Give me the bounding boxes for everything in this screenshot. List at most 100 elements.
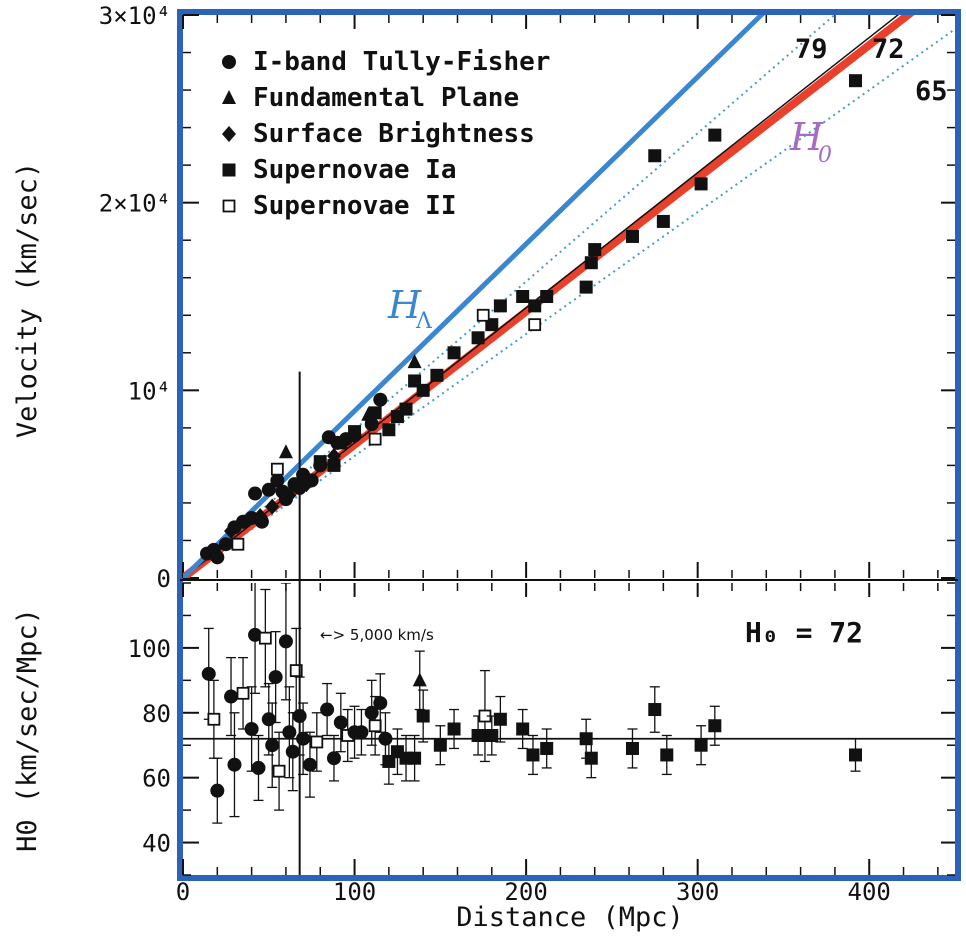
data-point: [584, 256, 598, 270]
h0-data-point: [694, 738, 708, 752]
data-point: [270, 473, 285, 488]
h0-data-point: [236, 686, 250, 700]
data-point: [270, 462, 284, 476]
y-tick-label: 10⁴: [128, 377, 171, 405]
line-label-72: 72: [872, 34, 905, 65]
h0-data-point: [320, 702, 335, 717]
h0-data-point: [289, 664, 303, 677]
h0-data-point: [326, 751, 341, 766]
legend-marker: [222, 199, 236, 213]
h0-line-subscript: 0: [818, 143, 832, 168]
data-point: [368, 406, 382, 420]
data-point: [334, 436, 348, 450]
data-point: [528, 318, 542, 332]
data-point: [430, 368, 444, 382]
h0-value-note: H₀ = 72: [745, 616, 863, 649]
data-point: [708, 128, 722, 142]
x-tick-label: 0: [176, 878, 190, 906]
y-tick-label: 3×10⁴: [99, 2, 171, 30]
y-axis-title-h0: H0 (km/sec/Mpc): [12, 608, 43, 852]
data-point: [579, 280, 593, 294]
x-tick-label: 400: [848, 878, 891, 906]
y-axis-title-velocity: Velocity (km/sec): [12, 162, 43, 438]
hubble-line-h-lambda: [183, 15, 765, 578]
data-point: [373, 392, 388, 407]
h0-data-point: [278, 634, 293, 649]
x-tick-label: 200: [504, 878, 547, 906]
data-point: [625, 229, 639, 243]
x-tick-label: 300: [676, 878, 719, 906]
h0-data-point: [412, 672, 427, 687]
h0-data-point: [368, 719, 382, 733]
h0-data-point: [540, 741, 554, 755]
data-point: [368, 432, 382, 446]
data-point: [407, 354, 422, 369]
h0-y-tick-label: 60: [142, 765, 171, 793]
data-point: [648, 149, 662, 163]
legend-label: I-band Tully-Fisher: [253, 47, 550, 77]
legend-label: Supernovae II: [253, 191, 457, 221]
legend: I-band Tully-Fisher Fundamental Plane Surf…: [222, 47, 550, 221]
h0-data-point: [660, 748, 674, 762]
h0-data-point: [848, 748, 862, 762]
h0-data-point: [251, 760, 266, 775]
h0-data-point: [708, 719, 722, 733]
line-label-65: 65: [915, 76, 948, 107]
data-point: [265, 498, 280, 515]
y-tick-label: 2×10⁴: [99, 190, 171, 218]
h0-data-point: [354, 725, 369, 740]
legend-label: Surface Brightness: [253, 119, 535, 149]
y-tick-label: 0: [157, 565, 171, 593]
data-point: [848, 74, 862, 88]
h0-y-tick-label: 100: [128, 635, 171, 663]
data-point: [210, 550, 225, 565]
data-point: [261, 482, 276, 497]
data-point: [588, 243, 602, 257]
legend-marker: [222, 55, 236, 69]
h0-data-point: [265, 738, 280, 753]
h0-data-point: [227, 757, 242, 772]
legend-marker: [222, 90, 236, 104]
h0-data-point: [282, 725, 297, 740]
data-point: [694, 177, 708, 191]
data-point: [476, 308, 490, 322]
h0-data-point: [333, 715, 348, 730]
velocity-note: ←> 5,000 km/s: [320, 626, 434, 644]
data-point: [224, 523, 239, 540]
legend-marker: [222, 163, 236, 177]
data-point: [313, 455, 327, 469]
legend-label: Supernovae Ia: [253, 155, 457, 185]
x-axis-title: Distance (Mpc): [456, 902, 684, 933]
h0-data-point: [471, 728, 485, 742]
data-point: [528, 299, 542, 313]
h0-data-point: [648, 703, 662, 717]
h0-axis-text: H0 (km/sec/Mpc): [12, 608, 43, 852]
velocity-note-arrow: ←: [320, 626, 333, 644]
h0-data-point: [285, 744, 300, 759]
h0-data-point: [373, 696, 388, 711]
h0-data-point: [516, 722, 530, 736]
data-point: [282, 487, 297, 504]
h0-data-point: [261, 712, 276, 727]
h-lambda-subscript: Λ: [415, 309, 433, 334]
data-point: [348, 425, 362, 439]
data-point: [516, 290, 530, 303]
top-panel-points: [200, 74, 862, 565]
data-point: [471, 331, 485, 345]
h0-data-point: [625, 741, 639, 755]
h0-data-point: [207, 712, 221, 726]
h0-data-point: [493, 712, 507, 726]
h0-y-tick-label: 40: [142, 830, 171, 858]
h0-data-point: [408, 751, 422, 765]
h0-data-point: [210, 783, 225, 798]
data-point: [416, 383, 430, 397]
data-point: [218, 537, 233, 552]
h0-data-point: [447, 722, 461, 736]
h0-data-point: [201, 666, 216, 681]
h0-data-point: [526, 748, 540, 762]
data-point: [656, 214, 670, 228]
h0-data-point: [224, 689, 239, 704]
